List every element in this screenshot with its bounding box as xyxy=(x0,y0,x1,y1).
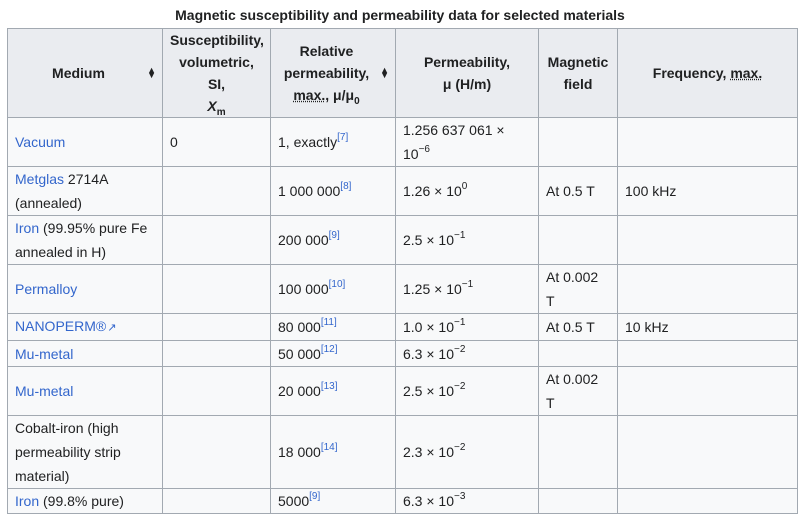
table-row: Cobalt-iron (high permeability strip mat… xyxy=(7,415,798,489)
table-row: Permalloy 100 000[10] 1.25 × 10−1 At 0.0… xyxy=(7,264,798,314)
cell-frequency xyxy=(617,117,798,167)
cell-medium: Cobalt-iron (high permeability strip mat… xyxy=(7,415,163,489)
susceptibility-table: Medium ▲ ▼ Susceptibility, volumetric, SI… xyxy=(7,28,798,514)
cell-permeability: 1.25 × 10−1 xyxy=(395,264,539,314)
cell-permeability: 2.5 × 10−2 xyxy=(395,366,539,416)
column-header-relative-permeability[interactable]: Relative permeability, max., μ/μ0 ▲ ▼ xyxy=(270,28,396,118)
cell-frequency xyxy=(617,488,798,514)
cell-relative-permeability: 50 000[12] xyxy=(270,340,396,367)
column-header-frequency: Frequency, max. xyxy=(617,28,798,118)
reference-link[interactable]: [9] xyxy=(328,230,340,241)
table-row: Mu-metal 50 000[12] 6.3 × 10−2 xyxy=(7,340,798,367)
table-row: Mu-metal 20 000[13] 2.5 × 10−2 At 0.002 … xyxy=(7,366,798,416)
cell-susceptibility xyxy=(162,488,271,514)
cell-magnetic-field: At 0.002 T xyxy=(538,264,618,314)
cell-medium: NANOPERM®↗ xyxy=(7,313,163,341)
cell-relative-permeability: 20 000[13] xyxy=(270,366,396,416)
cell-frequency: 100 kHz xyxy=(617,166,798,216)
table-row: Iron (99.8% pure) 5000[9] 6.3 × 10−3 xyxy=(7,488,798,514)
max-abbreviation: max. xyxy=(293,87,326,103)
cell-permeability: 1.0 × 10−1 xyxy=(395,313,539,341)
reference-link[interactable]: [10] xyxy=(328,279,346,290)
cell-susceptibility xyxy=(162,366,271,416)
sort-icon[interactable]: ▲ ▼ xyxy=(380,65,389,80)
cell-susceptibility xyxy=(162,264,271,314)
cell-permeability: 1.26 × 100 xyxy=(395,166,539,216)
column-header-permeability: Permeability, μ (H/m) xyxy=(395,28,539,118)
table-row: NANOPERM®↗ 80 000[11] 1.0 × 10−1 At 0.5 … xyxy=(7,313,798,341)
cell-relative-permeability: 1, exactly[7] xyxy=(270,117,396,167)
medium-link[interactable]: Vacuum xyxy=(15,134,66,150)
header-row: Medium ▲ ▼ Susceptibility, volumetric, SI… xyxy=(7,28,798,118)
cell-medium: Permalloy xyxy=(7,264,163,314)
cell-medium: Metglas 2714A (annealed) xyxy=(7,166,163,216)
cell-medium: Mu-metal xyxy=(7,340,163,367)
cell-magnetic-field xyxy=(538,117,618,167)
medium-link[interactable]: Metglas xyxy=(15,171,65,187)
cell-susceptibility xyxy=(162,215,271,265)
cell-medium: Iron (99.8% pure) xyxy=(7,488,163,514)
cell-relative-permeability: 5000[9] xyxy=(270,488,396,514)
cell-magnetic-field: At 0.5 T xyxy=(538,313,618,341)
medium-link[interactable]: Iron xyxy=(15,220,40,236)
cell-magnetic-field: At 0.5 T xyxy=(538,166,618,216)
cell-medium: Mu-metal xyxy=(7,366,163,416)
cell-permeability: 6.3 × 10−2 xyxy=(395,340,539,367)
cell-frequency xyxy=(617,340,798,367)
reference-link[interactable]: [9] xyxy=(309,491,321,502)
cell-susceptibility: 0 xyxy=(162,117,271,167)
external-link-icon[interactable]: ↗ xyxy=(107,322,117,334)
cell-permeability: 2.5 × 10−1 xyxy=(395,215,539,265)
reference-link[interactable]: [12] xyxy=(320,343,338,355)
column-header-medium[interactable]: Medium ▲ ▼ xyxy=(7,28,163,118)
cell-relative-permeability: 18 000[14] xyxy=(270,415,396,489)
cell-permeability: 1.256 637 061 × 10−6 xyxy=(395,117,539,167)
cell-magnetic-field xyxy=(538,340,618,367)
cell-susceptibility xyxy=(162,313,271,341)
cell-relative-permeability: 200 000[9] xyxy=(270,215,396,265)
table-caption: Magnetic susceptibility and permeability… xyxy=(175,7,625,23)
cell-relative-permeability: 1 000 000[8] xyxy=(270,166,396,216)
max-abbreviation: max. xyxy=(730,65,763,81)
cell-frequency: 10 kHz xyxy=(617,313,798,341)
cell-magnetic-field xyxy=(538,488,618,514)
cell-magnetic-field xyxy=(538,215,618,265)
reference-link[interactable]: [8] xyxy=(340,181,352,192)
column-header-susceptibility: Susceptibility, volumetric, SI, Xm xyxy=(162,28,271,118)
cell-magnetic-field: At 0.002 T xyxy=(538,366,618,416)
medium-link[interactable]: Iron xyxy=(15,493,40,509)
cell-magnetic-field xyxy=(538,415,618,489)
reference-link[interactable]: [13] xyxy=(320,381,338,392)
medium-link[interactable]: Mu-metal xyxy=(15,383,74,399)
cell-frequency xyxy=(617,366,798,416)
table-row: Metglas 2714A (annealed) 1 000 000[8] 1.… xyxy=(7,166,798,216)
column-header-magnetic-field: Magnetic field xyxy=(538,28,618,118)
cell-permeability: 6.3 × 10−3 xyxy=(395,488,539,514)
sort-icon[interactable]: ▲ ▼ xyxy=(147,65,156,80)
cell-medium: Iron (99.95% pure Fe annealed in H) xyxy=(7,215,163,265)
reference-link[interactable]: [14] xyxy=(320,442,338,453)
cell-susceptibility xyxy=(162,340,271,367)
cell-medium: Vacuum xyxy=(7,117,163,167)
medium-link[interactable]: Mu-metal xyxy=(15,345,74,362)
cell-permeability: 2.3 × 10−2 xyxy=(395,415,539,489)
reference-link[interactable]: [11] xyxy=(320,317,337,328)
cell-relative-permeability: 80 000[11] xyxy=(270,313,396,341)
medium-link[interactable]: NANOPERM® xyxy=(15,318,107,334)
reference-link[interactable]: [7] xyxy=(337,132,349,143)
medium-link[interactable]: Permalloy xyxy=(15,281,78,297)
cell-frequency xyxy=(617,215,798,265)
cell-susceptibility xyxy=(162,166,271,216)
cell-relative-permeability: 100 000[10] xyxy=(270,264,396,314)
table-row: Iron (99.95% pure Fe annealed in H) 200 … xyxy=(7,215,798,265)
cell-frequency xyxy=(617,264,798,314)
cell-frequency xyxy=(617,415,798,489)
cell-susceptibility xyxy=(162,415,271,489)
table-row: Vacuum 0 1, exactly[7] 1.256 637 061 × 1… xyxy=(7,117,798,167)
header-medium-label: Medium xyxy=(52,65,105,81)
